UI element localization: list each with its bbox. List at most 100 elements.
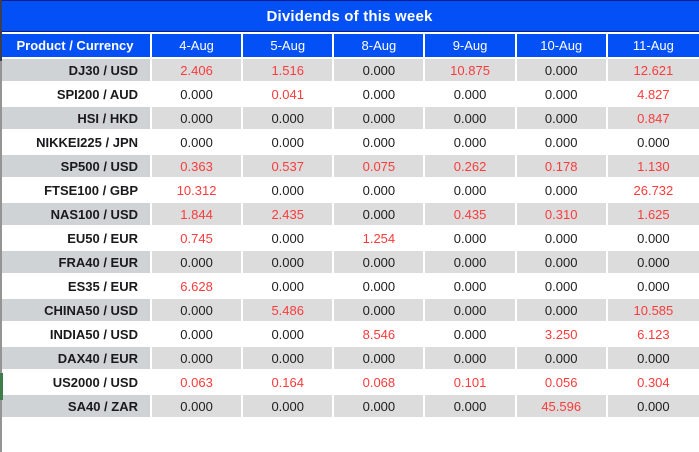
- dividend-value-cell: 0.000: [152, 107, 244, 131]
- green-left-accent: [0, 373, 3, 400]
- dividend-value-cell: 0.000: [425, 251, 517, 275]
- dividend-value-cell: 0.000: [334, 347, 426, 371]
- product-cell: EU50 / EUR: [0, 227, 152, 251]
- table-row: SA40 / ZAR 0.000 0.000 0.000 0.000 45.596 0.00…: [0, 395, 699, 419]
- dividend-value-cell: 0.000: [152, 347, 244, 371]
- dividend-value-cell: 0.745: [152, 227, 244, 251]
- dividend-value-cell: 8.546: [334, 323, 426, 347]
- dividend-value-cell: 0.304: [607, 371, 699, 395]
- dividends-table: Product / Currency 4-Aug 5-Aug 8-Aug 9-Aug 1…: [0, 34, 699, 419]
- dividend-value-cell: 3.250: [516, 323, 608, 347]
- dividend-value-cell: 0.000: [152, 131, 244, 155]
- dividend-value-cell: 0.000: [516, 59, 608, 83]
- dividend-value-cell: 0.000: [516, 131, 608, 155]
- table-row: US2000 / USD 0.063 0.164 0.068 0.101 0.056 0.3…: [0, 371, 699, 395]
- column-header-date: 5-Aug: [243, 34, 335, 59]
- column-header-date: 4-Aug: [152, 34, 244, 59]
- dividend-value-cell: 0.537: [243, 155, 335, 179]
- table-row: SP500 / USD 0.363 0.537 0.075 0.262 0.178 1.13…: [0, 155, 699, 179]
- table-row: DJ30 / USD 2.406 1.516 0.000 10.875 0.000 12.6…: [0, 59, 699, 83]
- dividend-value-cell: 0.435: [425, 203, 517, 227]
- product-cell: HSI / HKD: [0, 107, 152, 131]
- dividend-value-cell: 0.000: [516, 179, 608, 203]
- dividend-value-cell: 0.000: [425, 107, 517, 131]
- table-left-border: [0, 61, 2, 452]
- dividend-value-cell: 0.000: [243, 347, 335, 371]
- product-cell: CHINA50 / USD: [0, 299, 152, 323]
- dividend-value-cell: 0.041: [243, 83, 335, 107]
- table-row: SPI200 / AUD 0.000 0.041 0.000 0.000 0.000 4.8…: [0, 83, 699, 107]
- dividend-value-cell: 0.000: [152, 395, 244, 419]
- dividend-value-cell: 0.000: [425, 395, 517, 419]
- table-row: NIKKEI225 / JPN 0.000 0.000 0.000 0.000 0.000…: [0, 131, 699, 155]
- dividend-value-cell: 0.000: [152, 251, 244, 275]
- dividend-value-cell: 0.068: [334, 371, 426, 395]
- dividend-value-cell: 0.056: [516, 371, 608, 395]
- table-row: CHINA50 / USD 0.000 5.486 0.000 0.000 0.000 10…: [0, 299, 699, 323]
- dividend-value-cell: 0.000: [243, 395, 335, 419]
- table-body: DJ30 / USD 2.406 1.516 0.000 10.875 0.000 12.6…: [0, 59, 699, 419]
- dividend-value-cell: 1.130: [607, 155, 699, 179]
- table-row: ES35 / EUR 6.628 0.000 0.000 0.000 0.000 0.000: [0, 275, 699, 299]
- column-header-date: 9-Aug: [425, 34, 517, 59]
- product-cell: FTSE100 / GBP: [0, 179, 152, 203]
- dividend-value-cell: 0.000: [243, 275, 335, 299]
- product-cell: NIKKEI225 / JPN: [0, 131, 152, 155]
- dividend-value-cell: 0.000: [607, 227, 699, 251]
- dividend-value-cell: 0.000: [334, 203, 426, 227]
- dividend-value-cell: 0.000: [243, 107, 335, 131]
- dividend-value-cell: 0.000: [516, 275, 608, 299]
- dividend-value-cell: 12.621: [607, 59, 699, 83]
- column-header-date: 8-Aug: [334, 34, 426, 59]
- dividend-value-cell: 10.585: [607, 299, 699, 323]
- dividend-value-cell: 0.000: [425, 179, 517, 203]
- dividend-value-cell: 0.000: [152, 83, 244, 107]
- table-row: FTSE100 / GBP 10.312 0.000 0.000 0.000 0.000 2…: [0, 179, 699, 203]
- dividend-value-cell: 0.000: [152, 299, 244, 323]
- dividend-value-cell: 0.000: [425, 299, 517, 323]
- dividend-value-cell: 0.000: [607, 347, 699, 371]
- dividend-value-cell: 0.847: [607, 107, 699, 131]
- dividend-value-cell: 1.625: [607, 203, 699, 227]
- table-row: EU50 / EUR 0.745 0.000 1.254 0.000 0.000 0.000: [0, 227, 699, 251]
- dividend-value-cell: 0.000: [516, 251, 608, 275]
- dividend-value-cell: 0.000: [334, 131, 426, 155]
- dividend-value-cell: 0.075: [334, 155, 426, 179]
- dividend-value-cell: 0.000: [243, 323, 335, 347]
- dividend-value-cell: 2.406: [152, 59, 244, 83]
- product-cell: ES35 / EUR: [0, 275, 152, 299]
- dividend-value-cell: 0.000: [152, 323, 244, 347]
- product-cell: US2000 / USD: [0, 371, 152, 395]
- table-row: HSI / HKD 0.000 0.000 0.000 0.000 0.000 0.847: [0, 107, 699, 131]
- dividend-value-cell: 0.000: [425, 227, 517, 251]
- product-cell: SA40 / ZAR: [0, 395, 152, 419]
- product-cell: DAX40 / EUR: [0, 347, 152, 371]
- dividend-value-cell: 0.000: [607, 131, 699, 155]
- dividend-value-cell: 6.628: [152, 275, 244, 299]
- dividend-value-cell: 0.000: [516, 227, 608, 251]
- dividend-value-cell: 0.000: [334, 179, 426, 203]
- dividend-value-cell: 0.000: [607, 251, 699, 275]
- dividend-value-cell: 0.310: [516, 203, 608, 227]
- dividend-value-cell: 0.000: [334, 395, 426, 419]
- dividend-value-cell: 10.312: [152, 179, 244, 203]
- product-cell: INDIA50 / USD: [0, 323, 152, 347]
- dividend-value-cell: 10.875: [425, 59, 517, 83]
- dividend-value-cell: 0.000: [425, 275, 517, 299]
- dividend-value-cell: 0.000: [334, 83, 426, 107]
- dividend-value-cell: 0.000: [334, 275, 426, 299]
- dividend-value-cell: 5.486: [243, 299, 335, 323]
- table-row: FRA40 / EUR 0.000 0.000 0.000 0.000 0.000 0.00…: [0, 251, 699, 275]
- dividend-value-cell: 0.000: [516, 299, 608, 323]
- table-row: INDIA50 / USD 0.000 0.000 8.546 0.000 3.250 6.…: [0, 323, 699, 347]
- table-row: NAS100 / USD 1.844 2.435 0.000 0.435 0.310 1.6…: [0, 203, 699, 227]
- column-header-product-currency: Product / Currency: [0, 34, 152, 59]
- product-cell: SPI200 / AUD: [0, 83, 152, 107]
- dividend-value-cell: 0.000: [334, 251, 426, 275]
- dividend-value-cell: 0.000: [607, 395, 699, 419]
- dividend-value-cell: 0.363: [152, 155, 244, 179]
- dividend-value-cell: 0.000: [425, 131, 517, 155]
- dividend-value-cell: 6.123: [607, 323, 699, 347]
- dividend-value-cell: 0.164: [243, 371, 335, 395]
- dividend-value-cell: 0.000: [425, 347, 517, 371]
